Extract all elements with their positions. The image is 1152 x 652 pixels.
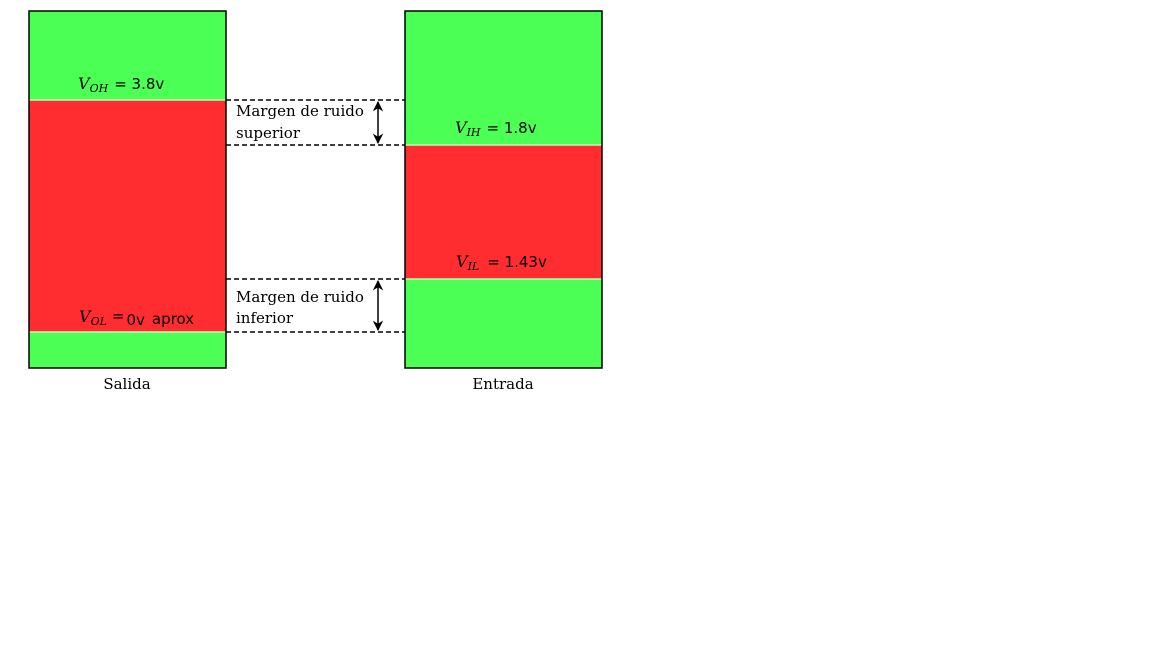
vil-value: = 1.43v bbox=[487, 253, 547, 271]
vih-label: VIH = 1.8v bbox=[455, 118, 537, 139]
input-high-zone bbox=[405, 11, 602, 145]
output-frame bbox=[28, 10, 227, 369]
lower-margin-label-line1: Margen de ruido bbox=[236, 288, 364, 306]
upper-margin-label-line1: Margen de ruido bbox=[236, 102, 364, 120]
vil-subscript: IL bbox=[467, 260, 480, 273]
input-frame bbox=[404, 10, 603, 369]
vih-subscript: IH bbox=[466, 126, 481, 139]
vol-approx: aprox bbox=[152, 310, 194, 328]
vil-label: VIL = 1.43v bbox=[456, 252, 547, 273]
output-caption: Salida bbox=[103, 375, 150, 393]
vol-symbol: V bbox=[79, 307, 92, 326]
vol-equals: = bbox=[112, 307, 125, 325]
output-high-zone bbox=[29, 11, 226, 100]
vol-subscript: OL bbox=[91, 315, 107, 328]
upper-margin-label-line2: superior bbox=[236, 124, 301, 142]
input-forbidden-zone bbox=[405, 145, 602, 279]
voh-symbol: V bbox=[78, 74, 91, 93]
input-column: VIH = 1.8v VIL = 1.43v Entrada bbox=[404, 10, 603, 393]
input-low-zone bbox=[405, 279, 602, 368]
vih-value: = 1.8v bbox=[487, 119, 537, 137]
voh-value: = 3.8v bbox=[114, 75, 164, 93]
lower-noise-margin: Margen de ruido inferior bbox=[226, 278, 405, 333]
upper-noise-margin: Margen de ruido superior bbox=[226, 99, 405, 146]
output-forbidden-zone bbox=[29, 100, 226, 332]
lower-margin-label-line2: inferior bbox=[236, 309, 294, 327]
input-caption: Entrada bbox=[472, 375, 533, 393]
output-column: VOH = 3.8v VOL = 0v aprox Salida bbox=[28, 10, 227, 393]
vol-value: 0v bbox=[126, 311, 145, 329]
voh-label: VOH = 3.8v bbox=[78, 74, 164, 95]
voh-subscript: OH bbox=[90, 82, 109, 95]
output-low-zone bbox=[29, 332, 226, 368]
vol-label: VOL = 0v aprox bbox=[79, 307, 194, 329]
vil-symbol: V bbox=[456, 252, 469, 271]
vih-symbol: V bbox=[455, 118, 468, 137]
